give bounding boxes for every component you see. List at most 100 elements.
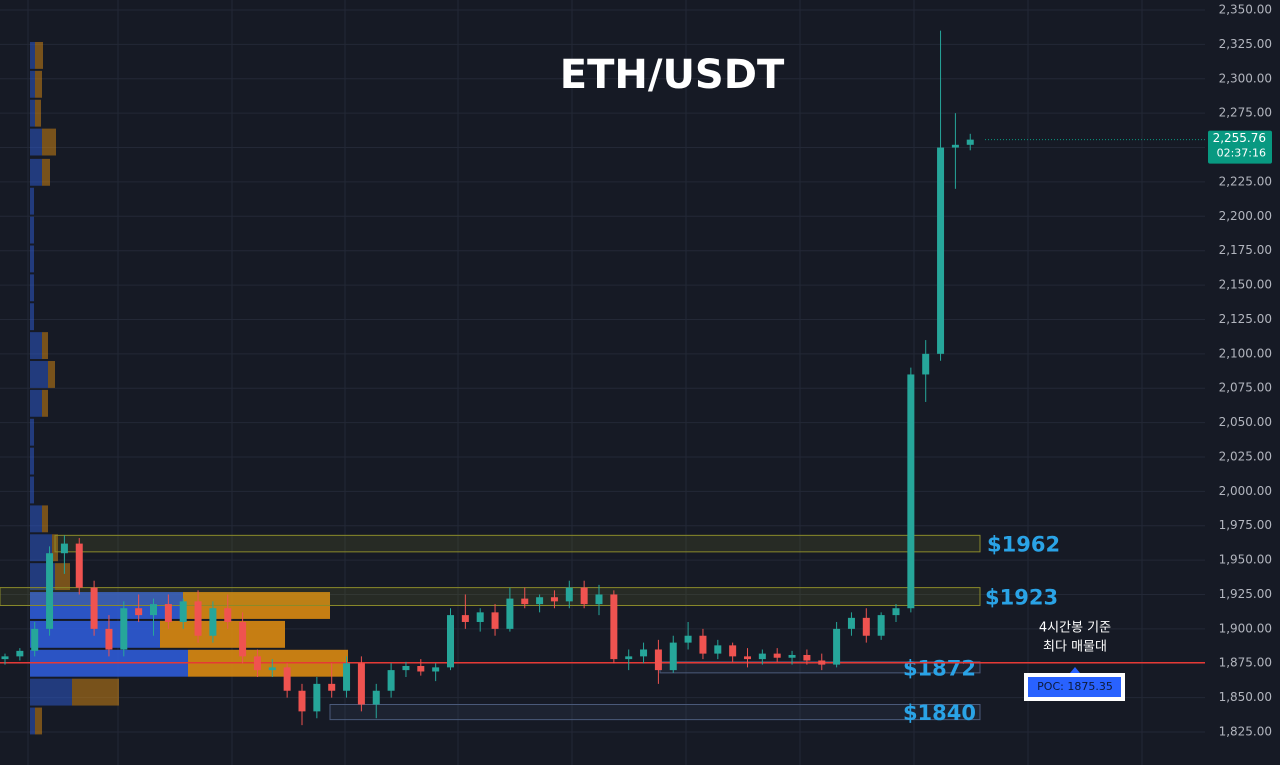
profile-buy — [30, 476, 34, 504]
candle-body — [476, 612, 484, 622]
profile-sell — [48, 361, 55, 388]
candle-body — [253, 656, 261, 671]
candle-body — [135, 608, 143, 616]
candle-body — [729, 645, 737, 657]
y-tick-label: 1,950.00 — [1219, 553, 1272, 567]
candle-body — [714, 645, 722, 654]
profile-buy — [30, 418, 34, 446]
y-tick-label: 2,225.00 — [1219, 174, 1272, 188]
y-tick-label: 1,875.00 — [1219, 656, 1272, 670]
y-tick-label: 2,275.00 — [1219, 106, 1272, 120]
profile-buy — [30, 361, 48, 388]
candle-body — [610, 594, 618, 660]
y-tick-label: 2,125.00 — [1219, 312, 1272, 326]
candle-body — [922, 353, 930, 375]
candle-body — [16, 650, 24, 657]
profile-sell — [42, 128, 56, 156]
profile-buy — [30, 70, 35, 98]
profile-sell — [35, 41, 43, 69]
y-tick-label: 2,325.00 — [1219, 37, 1272, 51]
zone-label: $1872 — [903, 656, 976, 680]
candle-body — [506, 598, 514, 629]
candle-body — [313, 683, 321, 712]
candle-body — [105, 628, 113, 650]
candle-body — [833, 628, 841, 665]
y-tick-label: 2,150.00 — [1219, 278, 1272, 292]
poc-label: POC: 1875.35 — [1037, 680, 1113, 693]
profile-buy — [30, 389, 42, 417]
candle-body — [580, 587, 588, 605]
y-tick-label: 2,300.00 — [1219, 71, 1272, 85]
zone-label: $1840 — [903, 701, 976, 725]
candle-body — [372, 690, 380, 705]
profile-sell — [72, 678, 119, 706]
y-tick-label: 2,175.00 — [1219, 243, 1272, 257]
candle-body — [179, 601, 187, 622]
candle-body — [877, 615, 885, 636]
candle-body — [194, 601, 202, 636]
y-tick-label: 1,975.00 — [1219, 518, 1272, 532]
profile-buy — [30, 505, 42, 533]
candle-body — [298, 690, 306, 712]
zone — [329, 703, 981, 721]
candle-body — [357, 663, 365, 705]
profile-sell — [42, 332, 48, 360]
profile-buy — [30, 216, 34, 244]
candle-body — [684, 635, 692, 643]
profile-sell — [42, 505, 48, 533]
candle-body — [536, 597, 544, 605]
candle-body — [654, 649, 662, 671]
candle-body — [46, 553, 54, 629]
candle-body — [491, 612, 499, 629]
profile-buy — [30, 41, 35, 69]
candle-body — [239, 621, 247, 657]
y-tick-label: 2,050.00 — [1219, 415, 1272, 429]
candle-body — [773, 653, 781, 658]
profile-sell — [160, 620, 285, 648]
candle-body — [966, 139, 974, 145]
candle-body — [328, 683, 336, 691]
candle-body — [1, 656, 9, 660]
candle-body — [521, 598, 529, 605]
profile-buy — [30, 303, 34, 331]
candle-body — [788, 654, 796, 658]
candle-body — [283, 667, 291, 691]
profile-buy — [30, 678, 72, 706]
candle-body — [803, 654, 811, 661]
profile-buy — [30, 158, 42, 186]
profile-buy — [30, 332, 42, 360]
profile-buy — [30, 707, 35, 735]
y-tick-label: 1,850.00 — [1219, 690, 1272, 704]
candle-body — [892, 608, 900, 616]
candle-body — [758, 653, 766, 660]
y-tick-label: 1,900.00 — [1219, 621, 1272, 635]
price-tag-label: 2,255.76 — [1213, 131, 1266, 145]
y-tick-label: 2,025.00 — [1219, 449, 1272, 463]
countdown: 02:37:16 — [1217, 147, 1266, 160]
candle-body — [461, 615, 469, 622]
candle-body — [595, 594, 603, 605]
candle-body — [937, 147, 945, 354]
y-tick-label: 2,000.00 — [1219, 484, 1272, 498]
candle-body — [387, 670, 395, 691]
price-tag — [1208, 130, 1272, 164]
candle-body — [402, 665, 410, 671]
zone — [54, 534, 981, 553]
candle-body — [164, 604, 172, 622]
y-tick-label: 1,925.00 — [1219, 587, 1272, 601]
profile-sell — [42, 389, 48, 417]
candle-body — [447, 615, 454, 668]
candle-body — [150, 604, 157, 616]
candle-body — [847, 617, 855, 629]
candle-body — [907, 374, 915, 609]
poc-arrow — [1070, 667, 1080, 673]
y-tick-label: 2,200.00 — [1219, 209, 1272, 223]
candle-body — [90, 587, 98, 629]
zone-label: $1923 — [985, 586, 1058, 610]
annotation: 최다 매물대 — [1043, 640, 1107, 655]
candle-body — [625, 656, 633, 660]
candle-body — [640, 649, 648, 657]
y-tick-label: 2,075.00 — [1219, 381, 1272, 395]
